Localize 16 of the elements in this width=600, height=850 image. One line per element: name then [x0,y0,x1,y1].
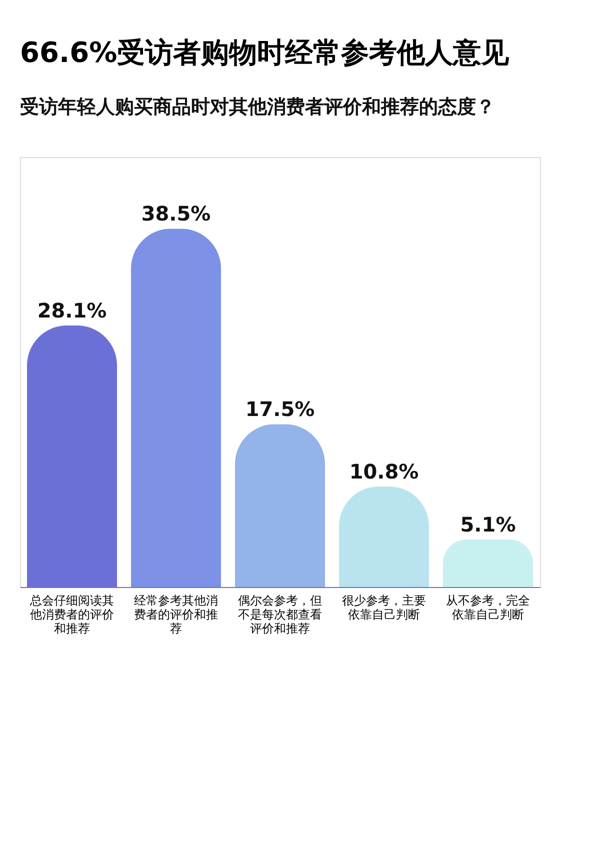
x-tick-label: 从不参考，完全依靠自己判断 [446,594,530,622]
x-tick-label: 很少参考，主要依靠自己判断 [342,594,426,622]
bar [131,228,221,587]
chart-subtitle: 受访年轻人购买商品时对其他消费者评价和推荐的态度？ [20,96,495,118]
bar [443,540,533,587]
data-label: 5.1% [460,512,516,537]
x-tick-label: 经常参考其他消费者的评价和推荐 [134,594,218,636]
data-label: 10.8% [349,459,419,484]
x-tick-label: 偶尔会参考，但不是每次都查看评价和推荐 [238,594,322,636]
data-label: 28.1% [37,298,107,322]
x-tick-label: 总会仔细阅读其他消费者的评价和推荐 [29,594,114,636]
bar [235,424,325,587]
data-label: 17.5% [245,397,315,422]
bar [339,486,429,587]
data-label: 38.5% [141,202,211,226]
chart-title: 66.6%受访者购物时经常参考他人意见 [20,36,510,69]
